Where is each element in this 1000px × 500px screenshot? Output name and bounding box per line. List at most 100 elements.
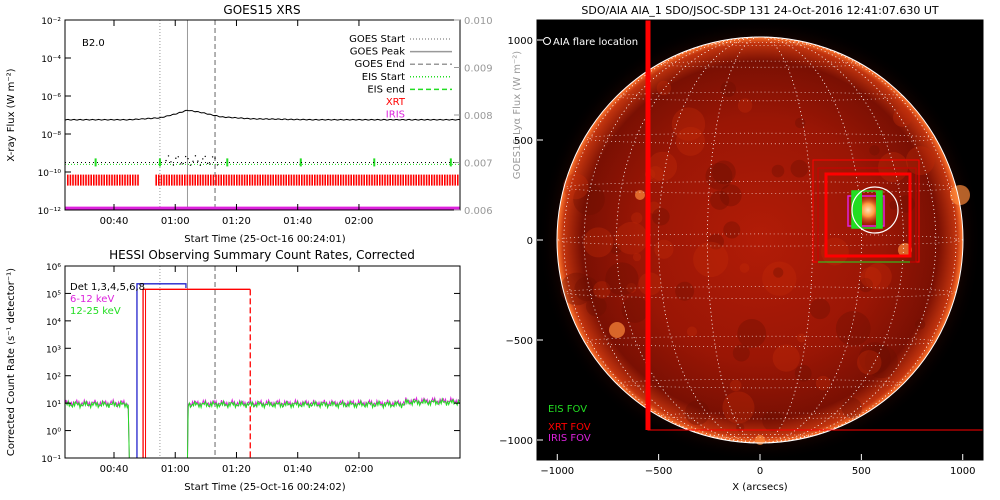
aia-legend-label: AIA flare location [553, 37, 638, 48]
hessi-legend-label: 12-25 keV [70, 306, 121, 317]
hessi-legend-title: Det 1,3,4,5,6,8 [70, 282, 145, 293]
xrs-short-point [165, 159, 167, 162]
xrs-short-point [199, 164, 202, 166]
goes-x-tick-label: 02:00 [345, 216, 374, 227]
hessi-axes-frame [64, 265, 461, 459]
aia-flare-location-circle [851, 186, 899, 234]
goes-title: GOES15 XRS [223, 3, 300, 17]
hessi-y-tick-label: 10⁻¹ [41, 455, 61, 465]
xrs-short-point [216, 164, 219, 166]
xrs-short-point [197, 160, 199, 162]
goes-y-tick-label: 10⁻⁴ [41, 55, 61, 65]
aia-y-tick-label: 0 [527, 236, 533, 247]
xrs-short-point [192, 160, 194, 163]
aia-x-tick-label: −500 [645, 466, 672, 477]
xrs-short-point [211, 156, 214, 158]
hessi-series-line [65, 397, 130, 458]
hessi-ylabel: Corrected Count Rate (s⁻¹ detector⁻¹) [6, 268, 17, 456]
xrs-long-line [65, 109, 460, 121]
aia-legend-label: EIS FOV [548, 404, 587, 415]
goes-y2-tick-label: 0.009 [464, 64, 493, 75]
xrs-short-point [182, 162, 184, 165]
eis-fov [852, 191, 862, 228]
goes-y-tick-label: 10⁻¹⁰ [38, 169, 62, 179]
aia-y-tick-label: −1000 [499, 436, 533, 447]
hessi-series-line [65, 399, 130, 458]
aia-legend-label: IRIS FOV [548, 433, 591, 444]
goes-x-tick-label: 00:40 [100, 216, 129, 227]
xrs-short-point [187, 158, 189, 160]
hessi-x-tick-label: 01:40 [283, 464, 312, 475]
goes-y-tick-label: 10⁻⁸ [41, 131, 61, 141]
hessi-x-tick-label: 02:00 [345, 464, 374, 475]
hessi-window-blue [136, 283, 187, 458]
aia-y-tick-label: 1000 [508, 36, 533, 47]
hessi-y-tick-label: 10⁶ [46, 263, 61, 273]
hessi-legend-label: 6-12 keV [70, 294, 114, 305]
xrs-short-point [194, 155, 197, 157]
hessi-series [65, 266, 460, 458]
aia-sun-disk [557, 37, 963, 443]
xrt-bars [67, 174, 460, 186]
goes-ylabel: X-ray Flux (W m⁻²) [6, 68, 17, 161]
xrs-short-point [177, 156, 179, 158]
goes-annotation: B2.0 [82, 38, 105, 49]
goes-legend-label: XRT [386, 97, 406, 108]
goes-x-tick-label: 01:00 [161, 216, 190, 227]
xrs-short-point [209, 163, 211, 165]
hessi-y-tick-label: 10¹ [46, 400, 61, 410]
xrs-short-point [189, 164, 192, 166]
xrs-short-point [180, 163, 182, 165]
aia-limb [556, 36, 964, 444]
xrs-short-point [214, 157, 216, 159]
aia-xlabel: X (arcsecs) [732, 482, 788, 493]
goes-xlabel: Start Time (25-Oct-16 00:24:01) [184, 234, 345, 245]
goes-y2-tick-label: 0.008 [464, 111, 493, 122]
aia-title: SDO/AIA AIA_1 SDO/JSOC-SDP 131 24-Oct-20… [581, 4, 939, 17]
aia-x-tick-label: 0 [757, 466, 763, 477]
goes-y2-tick-label: 0.006 [464, 206, 493, 217]
xrs-short-point [202, 158, 204, 160]
xrs-short-point [172, 164, 175, 166]
hessi-y-tick-label: 10⁰ [46, 428, 61, 438]
hessi-title: HESSI Observing Summary Count Rates, Cor… [109, 248, 415, 262]
xrs-short-point [184, 155, 187, 158]
goes-panel: GOES15 XRS 00:40 01:00 01:20 01:40 02:00 10⁻¹… [6, 3, 523, 245]
goes-series [65, 20, 460, 210]
aia-panel: SDO/AIA AIA_1 SDO/JSOC-SDP 131 24-Oct-20… [499, 4, 984, 493]
goes-legend-label: GOES Peak [350, 47, 405, 58]
goes-x-tick-label: 01:20 [222, 216, 251, 227]
hessi-x-tick-label: 01:00 [161, 464, 190, 475]
xrs-short-point [204, 155, 206, 158]
aia-legend-label: XRT FOV [548, 422, 591, 433]
aia-y-tick-label: −500 [506, 336, 533, 347]
xrs-short-point [206, 162, 209, 165]
goes-y2-tick-label: 0.010 [464, 16, 493, 27]
hessi-series-line [187, 397, 460, 458]
goes-legend-label: GOES End [355, 59, 405, 70]
goes-y-tick-label: 10⁻² [41, 17, 61, 27]
iris-fov [847, 195, 885, 227]
goes-legend-label: GOES Start [349, 34, 405, 45]
goes-y2-tick-label: 0.007 [464, 159, 493, 170]
aia-x-tick-label: 500 [852, 466, 871, 477]
xrt-fov [824, 172, 912, 258]
goes-legend-label: EIS end [367, 84, 405, 95]
xrs-short-point [175, 157, 177, 159]
xrs-short-point [167, 155, 170, 157]
hessi-x-tick-label: 00:40 [100, 464, 129, 475]
hessi-y-tick-label: 10⁵ [46, 290, 61, 300]
aia-x-tick-label: 1000 [950, 466, 975, 477]
goes-y2label: GOES15 Lyα Flux (W m⁻²) [512, 51, 523, 179]
aia-legend-marker [543, 37, 551, 45]
goes-legend-label: IRIS [386, 110, 405, 121]
goes-y-tick-label: 10⁻¹² [38, 207, 62, 217]
hessi-panel: HESSI Observing Summary Count Rates, Cor… [6, 248, 461, 493]
hessi-x-tick-label: 01:20 [222, 464, 251, 475]
xrs-short-point [170, 161, 172, 163]
hessi-xlabel: Start Time (25-Oct-16 00:24:02) [184, 482, 345, 493]
eis-fov [876, 191, 882, 228]
hessi-y-tick-label: 10³ [46, 345, 61, 355]
hessi-window-red [142, 288, 251, 458]
